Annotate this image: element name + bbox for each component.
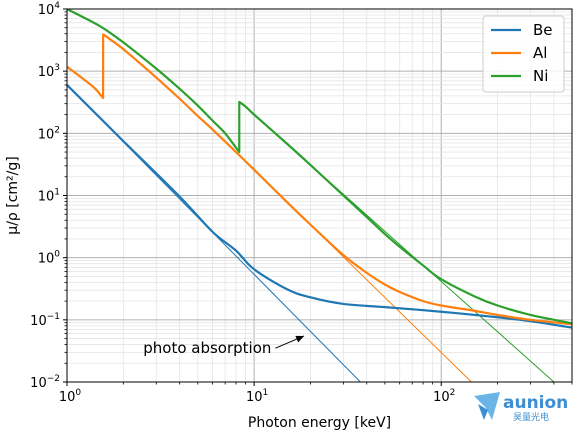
series-lines [67, 9, 572, 329]
y-tick-label: 103 [38, 63, 60, 80]
y-tick-label: 100 [38, 250, 61, 267]
x-axis-label: Photon energy [keV] [248, 415, 391, 431]
y-axis-label-group: μ/ρ [cm²/g] [5, 156, 21, 234]
y-tick-label: 101 [38, 188, 60, 205]
legend-box [482, 15, 565, 93]
y-tick-label: 102 [38, 125, 60, 142]
x-tick-label: 102 [433, 388, 455, 405]
watermark-subtext: 昊量光电 [513, 411, 549, 423]
y-tick-label: 10−2 [30, 374, 60, 391]
legend-label-ni: Ni [533, 67, 548, 85]
watermark-text: aunion [503, 393, 568, 413]
annotation-label: photo absorption [143, 339, 271, 357]
watermark-logo-icon [474, 392, 500, 420]
watermark-logo-accent-icon [478, 404, 488, 420]
x-tick-label: 101 [246, 388, 268, 405]
axis-ticks: 100 101 102 10−2 10−1 100 101 102 103 104 [30, 1, 573, 405]
x-axis-label-group: Photon energy [keV] [248, 415, 391, 431]
legend: Be Al Ni [482, 15, 565, 93]
x-tick-label: 100 [59, 388, 82, 405]
y-tick-label: 104 [38, 1, 61, 18]
series-line-al [67, 33, 572, 326]
y-tick-label: 10−1 [30, 312, 60, 329]
watermark: aunion 昊量光电 [474, 392, 568, 423]
y-axis-label: μ/ρ [cm²/g] [5, 156, 21, 234]
annotation-arrow-head [295, 335, 305, 343]
series-line-be [67, 84, 572, 329]
legend-label-al: Al [533, 44, 547, 62]
annotation: photo absorption [143, 335, 305, 357]
legend-label-be: Be [533, 21, 553, 39]
series-line-ni [67, 9, 572, 325]
